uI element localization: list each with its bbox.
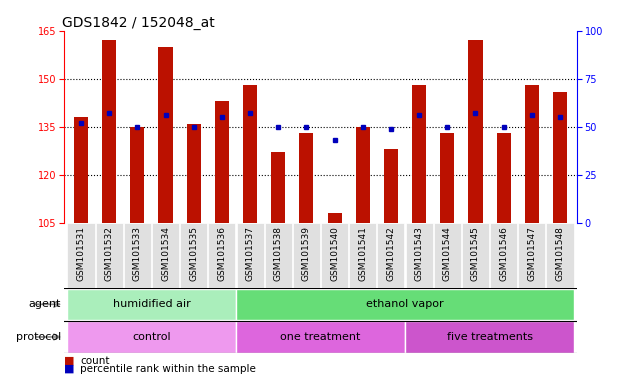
Bar [215,101,229,223]
FancyBboxPatch shape [547,223,574,288]
Text: count: count [80,356,110,366]
FancyBboxPatch shape [519,223,545,288]
Bar [236,289,574,320]
Text: percentile rank within the sample: percentile rank within the sample [80,364,256,374]
Bar [356,127,370,223]
Text: five treatments: five treatments [447,332,533,342]
Text: GSM101542: GSM101542 [387,226,395,281]
Bar [243,85,257,223]
Bar [67,321,236,353]
FancyBboxPatch shape [378,223,404,288]
Bar [469,40,483,223]
FancyBboxPatch shape [208,223,235,288]
Bar [102,40,116,223]
Text: GSM101533: GSM101533 [133,226,142,281]
FancyBboxPatch shape [490,223,517,288]
FancyBboxPatch shape [237,223,263,288]
Bar [384,149,398,223]
Text: humidified air: humidified air [113,299,190,310]
FancyBboxPatch shape [96,223,122,288]
Text: GSM101546: GSM101546 [499,226,508,281]
Text: GSM101536: GSM101536 [217,226,226,281]
Text: GSM101534: GSM101534 [161,226,170,281]
Bar [158,47,172,223]
FancyBboxPatch shape [293,223,320,288]
Bar [412,85,426,223]
Bar [299,133,313,223]
FancyBboxPatch shape [67,223,94,288]
FancyBboxPatch shape [152,223,179,288]
Text: GSM101548: GSM101548 [556,226,565,281]
FancyBboxPatch shape [321,223,348,288]
Text: GSM101532: GSM101532 [104,226,113,281]
FancyBboxPatch shape [180,223,207,288]
Bar [525,85,539,223]
Text: control: control [132,332,171,342]
Text: protocol: protocol [15,332,61,342]
Text: ■: ■ [64,364,74,374]
Text: agent: agent [28,299,61,310]
Bar [328,213,342,223]
Text: GSM101545: GSM101545 [471,226,480,281]
Text: GSM101537: GSM101537 [246,226,254,281]
FancyBboxPatch shape [124,223,151,288]
Text: one treatment: one treatment [280,332,361,342]
FancyBboxPatch shape [462,223,489,288]
Text: GSM101541: GSM101541 [358,226,367,281]
Text: GSM101544: GSM101544 [443,226,452,281]
Bar [405,321,574,353]
Text: GSM101535: GSM101535 [189,226,198,281]
Bar [271,152,285,223]
Text: GSM101543: GSM101543 [415,226,424,281]
Text: GSM101538: GSM101538 [274,226,283,281]
Bar [497,133,511,223]
Bar [74,117,88,223]
FancyBboxPatch shape [406,223,433,288]
Text: GSM101531: GSM101531 [76,226,85,281]
Text: GSM101540: GSM101540 [330,226,339,281]
Bar [187,124,201,223]
FancyBboxPatch shape [265,223,292,288]
Text: GDS1842 / 152048_at: GDS1842 / 152048_at [62,16,214,30]
Bar [67,289,236,320]
Bar [440,133,454,223]
Bar [130,127,144,223]
Text: GSM101547: GSM101547 [528,226,537,281]
Bar [553,91,567,223]
FancyBboxPatch shape [434,223,461,288]
Text: ■: ■ [64,356,74,366]
Text: ethanol vapor: ethanol vapor [366,299,444,310]
Text: GSM101539: GSM101539 [302,226,311,281]
FancyBboxPatch shape [349,223,376,288]
Bar [236,321,405,353]
